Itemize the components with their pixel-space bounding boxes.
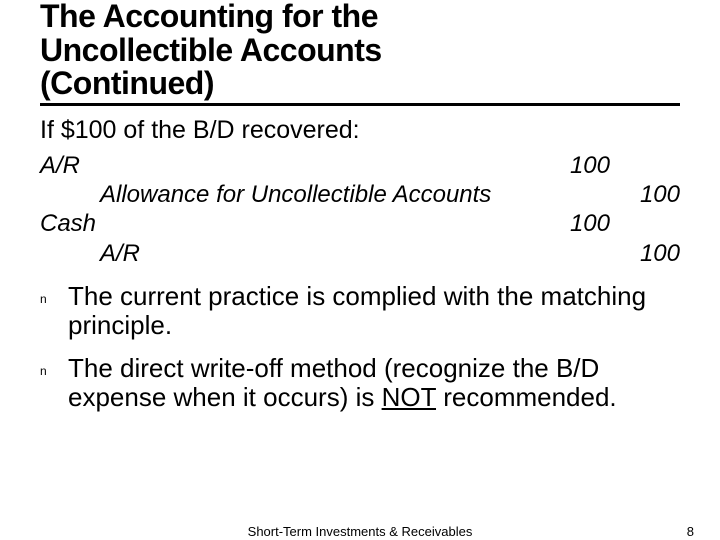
bullet-text: The direct write-off method (recognize t… <box>68 354 692 412</box>
bullet-list: n The current practice is complied with … <box>40 282 692 412</box>
journal-credit <box>610 209 680 238</box>
title-underline <box>40 103 680 106</box>
bullet-item-2: n The direct write-off method (recognize… <box>40 354 692 412</box>
journal-debit <box>540 239 610 268</box>
journal-credit: 100 <box>610 239 680 268</box>
intro-line: If $100 of the B/D recovered: <box>40 116 692 145</box>
bullet2-not: NOT <box>382 382 436 412</box>
journal-row-1: A/R 100 <box>40 151 680 180</box>
footer-title: Short-Term Investments & Receivables <box>248 524 473 539</box>
title-line-2: Uncollectible Accounts <box>40 32 382 68</box>
journal-debit: 100 <box>540 151 610 180</box>
journal-credit: 100 <box>610 180 680 209</box>
journal-row-4: A/R 100 <box>40 239 680 268</box>
slide: The Accounting for the Uncollectible Acc… <box>0 0 720 540</box>
journal-entries: A/R 100 Allowance for Uncollectible Acco… <box>40 151 680 268</box>
journal-debit: 100 <box>540 209 610 238</box>
bullet-marker: n <box>40 282 68 306</box>
bullet-marker: n <box>40 354 68 378</box>
slide-title: The Accounting for the Uncollectible Acc… <box>40 0 692 106</box>
journal-row-3: Cash 100 <box>40 209 680 238</box>
journal-label: A/R <box>40 151 540 180</box>
journal-label: A/R <box>40 239 540 268</box>
title-line-1: The Accounting for the <box>40 0 378 34</box>
journal-label: Allowance for Uncollectible Accounts <box>40 180 540 209</box>
bullet-text: The current practice is complied with th… <box>68 282 692 340</box>
page-number: 8 <box>687 524 694 539</box>
bullet2-part-b: recommended. <box>436 382 617 412</box>
title-line-3: (Continued) <box>40 65 214 101</box>
journal-credit <box>610 151 680 180</box>
journal-label: Cash <box>40 209 540 238</box>
journal-debit <box>540 180 610 209</box>
journal-row-2: Allowance for Uncollectible Accounts 100 <box>40 180 680 209</box>
bullet-item-1: n The current practice is complied with … <box>40 282 692 340</box>
